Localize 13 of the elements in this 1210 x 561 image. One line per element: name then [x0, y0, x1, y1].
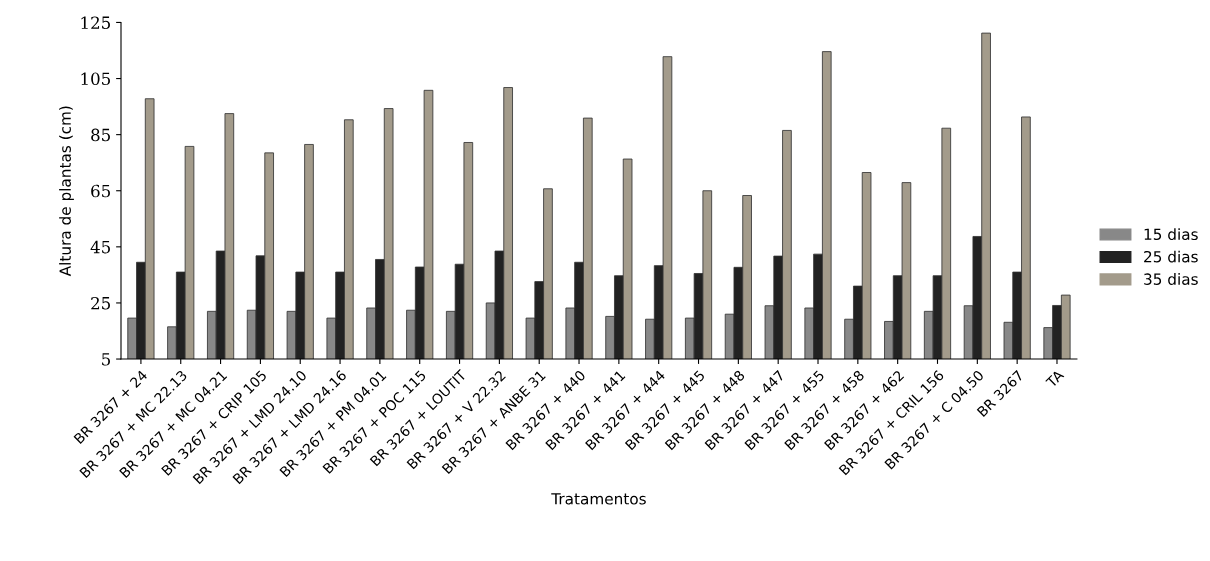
y-tick-label: 5: [102, 353, 110, 366]
y-tick-label: 25: [91, 296, 110, 310]
y-axis-title: Altura de plantas (cm): [59, 106, 74, 277]
legend-label: 35 dias: [1144, 273, 1198, 285]
legend-label: 25 dias: [1144, 250, 1198, 263]
x-tick-label: TA: [1045, 369, 1065, 389]
x-axis-title: Tratamentos: [551, 493, 646, 505]
y-tick-label: 85: [91, 128, 110, 142]
y-tick-label: 45: [90, 240, 110, 254]
y-tick-label: 65: [91, 184, 110, 198]
legend-label: 15 dias: [1144, 228, 1198, 241]
y-tick-label: 125: [81, 16, 110, 30]
y-tick-label: 105: [81, 72, 110, 86]
